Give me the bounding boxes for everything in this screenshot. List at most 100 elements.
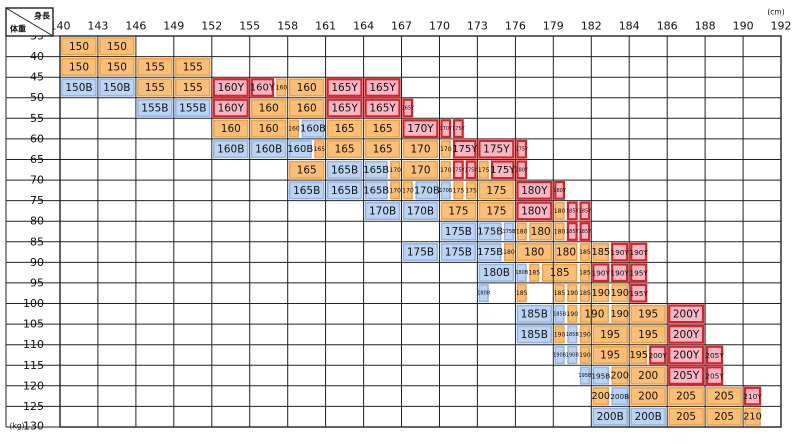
size-cell-o <box>630 304 666 323</box>
y-tick-label: 115 <box>23 359 44 372</box>
cell-label: 175Y <box>490 165 516 176</box>
cell-label: 175Y <box>483 144 510 156</box>
cell-label: 200 <box>638 391 658 403</box>
grid <box>5 35 782 428</box>
cell-label: 165 <box>335 123 355 135</box>
size-cell-o <box>529 222 553 241</box>
cell-label: 180 <box>554 208 566 215</box>
size-cell-o <box>326 119 363 138</box>
size-cell-y <box>491 160 515 180</box>
cell-label: 200Y <box>673 308 700 320</box>
cell-label: 165 <box>297 164 317 176</box>
cell-label: 155 <box>145 61 165 73</box>
size-cell-b <box>99 78 135 97</box>
size-cell-b <box>61 78 97 97</box>
cell-label: 160Y <box>218 82 245 94</box>
cell-label: 195B <box>578 373 592 379</box>
size-cell-b <box>137 98 173 118</box>
size-cell-b <box>516 263 527 282</box>
cell-label: 195 <box>629 350 648 361</box>
size-cell-o <box>503 243 515 262</box>
cell-label: 165Y <box>369 82 396 94</box>
x-tick-label: 158 <box>277 20 298 33</box>
cell-label: 210Y <box>743 392 762 401</box>
cell-label: 160 <box>288 126 300 133</box>
corner-height-label: 身長 <box>34 11 51 21</box>
cell-label: 175B <box>503 229 517 235</box>
cell-label: 160B <box>300 124 326 135</box>
cell-label: 195Y <box>630 269 649 278</box>
size-cell-b <box>364 181 388 200</box>
x-tick-label: 173 <box>467 20 488 33</box>
cell-label: 160B <box>287 144 313 155</box>
cell-label: 205Y <box>705 351 724 360</box>
cell-label: 165B <box>363 185 389 196</box>
y-tick-label: 50 <box>30 91 44 104</box>
size-cell-b <box>567 345 578 365</box>
size-cell-o <box>250 119 287 138</box>
size-cell-b <box>592 407 628 426</box>
cell-label: 185 <box>579 249 591 256</box>
y-tick-label: 85 <box>30 235 44 248</box>
y-tick-label: 70 <box>30 174 44 187</box>
cell-label: 170 <box>440 167 452 174</box>
size-cell-y <box>630 242 648 262</box>
cell-label: 200B <box>610 392 629 401</box>
cell-label: 195 <box>638 308 658 320</box>
cell-label: 170B <box>369 205 396 217</box>
cell-label: 180 <box>531 226 551 238</box>
cell-label: 185Y <box>566 229 580 235</box>
size-cell-o <box>390 160 401 179</box>
size-cell-o <box>516 222 527 241</box>
cell-label: 200 <box>638 370 658 382</box>
size-cell-o <box>288 119 300 138</box>
size-cell-o <box>529 263 540 282</box>
size-cell-b <box>567 325 578 344</box>
x-tick-label: 176 <box>505 20 526 33</box>
size-cell-o <box>288 160 325 179</box>
cell-label: 165 <box>335 144 355 156</box>
size-cell-b <box>250 140 287 159</box>
size-cell-o <box>541 263 578 282</box>
cell-label: 170 <box>410 144 430 156</box>
size-cell-y <box>326 78 363 97</box>
size-cell-o <box>554 201 565 220</box>
cell-label: 160Y <box>250 82 276 93</box>
size-cell-o <box>516 284 527 303</box>
y-tick-label: 90 <box>30 256 44 269</box>
size-cell-b <box>301 119 325 138</box>
axis-labels: 140 143 146 149 152 155 158 161 164 167 170 173 176 1… <box>10 20 792 433</box>
size-cell-o <box>478 201 515 220</box>
size-cell-b <box>611 387 628 406</box>
cell-label: 165B <box>331 185 358 197</box>
cell-label: 150 <box>107 61 127 73</box>
cell-label: 155 <box>145 82 165 94</box>
cell-label: 165B <box>293 185 320 197</box>
cell-label: 165 <box>313 146 325 153</box>
size-cell-b <box>516 304 553 323</box>
y-tick-label: 40 <box>30 50 44 63</box>
cell-label: 195 <box>638 329 658 341</box>
cell-label: 150B <box>65 82 92 94</box>
size-cell-o <box>611 366 628 385</box>
corner-header: 身長 体重 <box>5 7 54 37</box>
cell-label: 190 <box>584 308 604 320</box>
cell-label: 175 <box>453 187 465 194</box>
size-cell-o <box>592 387 610 406</box>
size-cell-o <box>478 160 489 179</box>
size-cell-b <box>326 181 363 200</box>
cell-label: 175Y <box>452 126 466 132</box>
size-cell-o <box>137 57 173 76</box>
size-cell-o <box>554 284 565 303</box>
cell-label: 190 <box>610 309 629 320</box>
size-cell-b <box>516 325 553 344</box>
size-cell-o <box>61 37 97 56</box>
size-cell-o <box>579 345 590 365</box>
size-cell-o <box>706 387 742 406</box>
size-cell-y <box>250 78 275 97</box>
size-cell-y <box>630 263 648 283</box>
cell-label: 165Y <box>369 103 396 115</box>
y-tick-label: 105 <box>23 318 44 331</box>
cell-label: 175 <box>448 205 468 217</box>
size-cell-o <box>554 222 565 241</box>
